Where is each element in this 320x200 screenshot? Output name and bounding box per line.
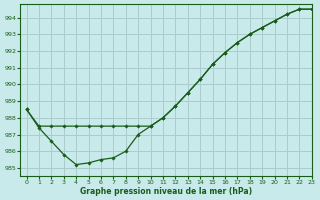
X-axis label: Graphe pression niveau de la mer (hPa): Graphe pression niveau de la mer (hPa) (80, 187, 252, 196)
